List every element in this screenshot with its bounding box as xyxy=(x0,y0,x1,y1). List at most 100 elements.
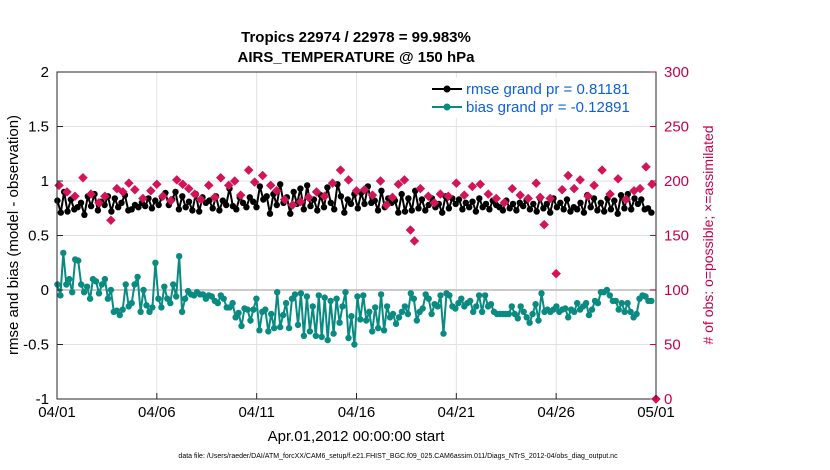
bias-point xyxy=(149,304,156,311)
bias-point xyxy=(428,310,435,318)
rmse-point xyxy=(621,205,628,212)
rmse-point xyxy=(439,209,446,216)
obs-count-point xyxy=(399,175,410,185)
rmse-point xyxy=(533,208,540,215)
obs-count-point xyxy=(429,197,440,208)
bias-point xyxy=(553,303,560,310)
bias-point xyxy=(57,292,64,299)
bias-point xyxy=(75,257,82,264)
bias-point xyxy=(131,281,138,288)
obs-count-point xyxy=(209,192,220,203)
obs-count-point xyxy=(589,180,599,191)
rmse-point xyxy=(378,187,385,194)
obs-count-point xyxy=(235,190,246,201)
bias-point xyxy=(294,321,302,329)
x-tick-label: 04/16 xyxy=(338,404,376,421)
obs-count-point xyxy=(647,179,657,190)
obs-count-point xyxy=(483,189,494,199)
bias-point xyxy=(235,309,242,317)
obs-count-point xyxy=(138,193,148,204)
obs-count-point xyxy=(279,194,290,205)
rmse-point xyxy=(185,198,193,205)
bias-point xyxy=(606,292,613,299)
rmse-point xyxy=(219,197,226,204)
obs-count-point xyxy=(265,180,276,191)
bias-point xyxy=(612,297,619,305)
rmse-point xyxy=(469,198,476,205)
y-axis-label-left: rmse and bias (model - observation) xyxy=(5,115,22,355)
bias-point xyxy=(312,332,319,339)
bias-point xyxy=(458,295,465,302)
bias-point xyxy=(229,299,236,307)
bias-point xyxy=(256,327,263,334)
bias-point xyxy=(354,293,361,300)
legend-bias-marker xyxy=(443,103,451,111)
obs-count-point xyxy=(183,183,194,194)
obs-count-point xyxy=(557,184,568,195)
rmse-point xyxy=(644,205,652,212)
rmse-point xyxy=(189,207,196,214)
rmse-point xyxy=(486,206,493,213)
bias-point xyxy=(250,306,257,313)
bias-point xyxy=(170,281,177,288)
rmse-point xyxy=(250,198,257,205)
bias-point xyxy=(69,289,76,296)
rmse-point xyxy=(472,208,480,215)
rmse-point xyxy=(374,207,382,214)
bias-point xyxy=(395,314,403,321)
bias-point xyxy=(585,311,593,319)
bias-point xyxy=(271,324,278,332)
rmse-point xyxy=(209,205,216,212)
obs-count-point xyxy=(86,189,96,199)
obs-count-point xyxy=(507,183,518,194)
obs-count-point xyxy=(171,175,182,185)
bias-point xyxy=(244,306,251,313)
bias-point xyxy=(122,281,129,288)
rmse-point xyxy=(466,204,473,211)
rmse-point xyxy=(266,210,274,217)
bias-point xyxy=(392,320,400,327)
bias-point xyxy=(594,299,602,307)
rmse-point xyxy=(57,209,64,216)
rmse-point xyxy=(152,197,159,204)
bias-point xyxy=(437,292,444,299)
bias-point xyxy=(107,286,115,294)
legend-rmse-label: rmse grand pr = 0.81181 xyxy=(466,81,630,98)
bias-point xyxy=(348,313,355,320)
bias-point xyxy=(238,322,245,330)
legend: rmse grand pr = 0.81181 bias grand pr = … xyxy=(427,78,651,118)
rmse-point xyxy=(172,188,179,196)
rmse-point xyxy=(614,210,621,217)
bias-point xyxy=(523,314,530,321)
bias-point xyxy=(300,332,308,339)
bias-point xyxy=(520,308,527,315)
obs-count-point xyxy=(515,190,526,201)
obs-count-point xyxy=(367,190,378,201)
bias-point xyxy=(268,310,275,318)
rmse-point xyxy=(287,210,294,217)
bias-point xyxy=(342,289,349,296)
bias-point xyxy=(360,292,367,299)
bias-point xyxy=(369,328,376,335)
obs-count-point xyxy=(583,191,593,202)
obs-count-point xyxy=(539,219,550,230)
bias-point xyxy=(297,290,305,297)
rmse-point xyxy=(543,200,550,208)
obs-count-point xyxy=(435,189,446,199)
obs-count-point xyxy=(551,268,562,279)
rmse-point xyxy=(574,206,581,213)
obs-count-point xyxy=(195,194,206,205)
x-tick-label: 05/01 xyxy=(637,404,675,421)
obs-count-point xyxy=(130,184,140,195)
obs-count-point xyxy=(106,215,116,226)
obs-count-point xyxy=(635,183,645,194)
rmse-point xyxy=(145,195,152,202)
obs-count-point xyxy=(415,183,426,194)
bias-point xyxy=(582,299,590,307)
rmse-point xyxy=(398,190,405,198)
rmse-point xyxy=(64,208,71,215)
rmse-point xyxy=(344,196,351,203)
bias-point xyxy=(95,290,103,297)
bias-point xyxy=(588,306,596,313)
bias-point xyxy=(161,283,168,290)
